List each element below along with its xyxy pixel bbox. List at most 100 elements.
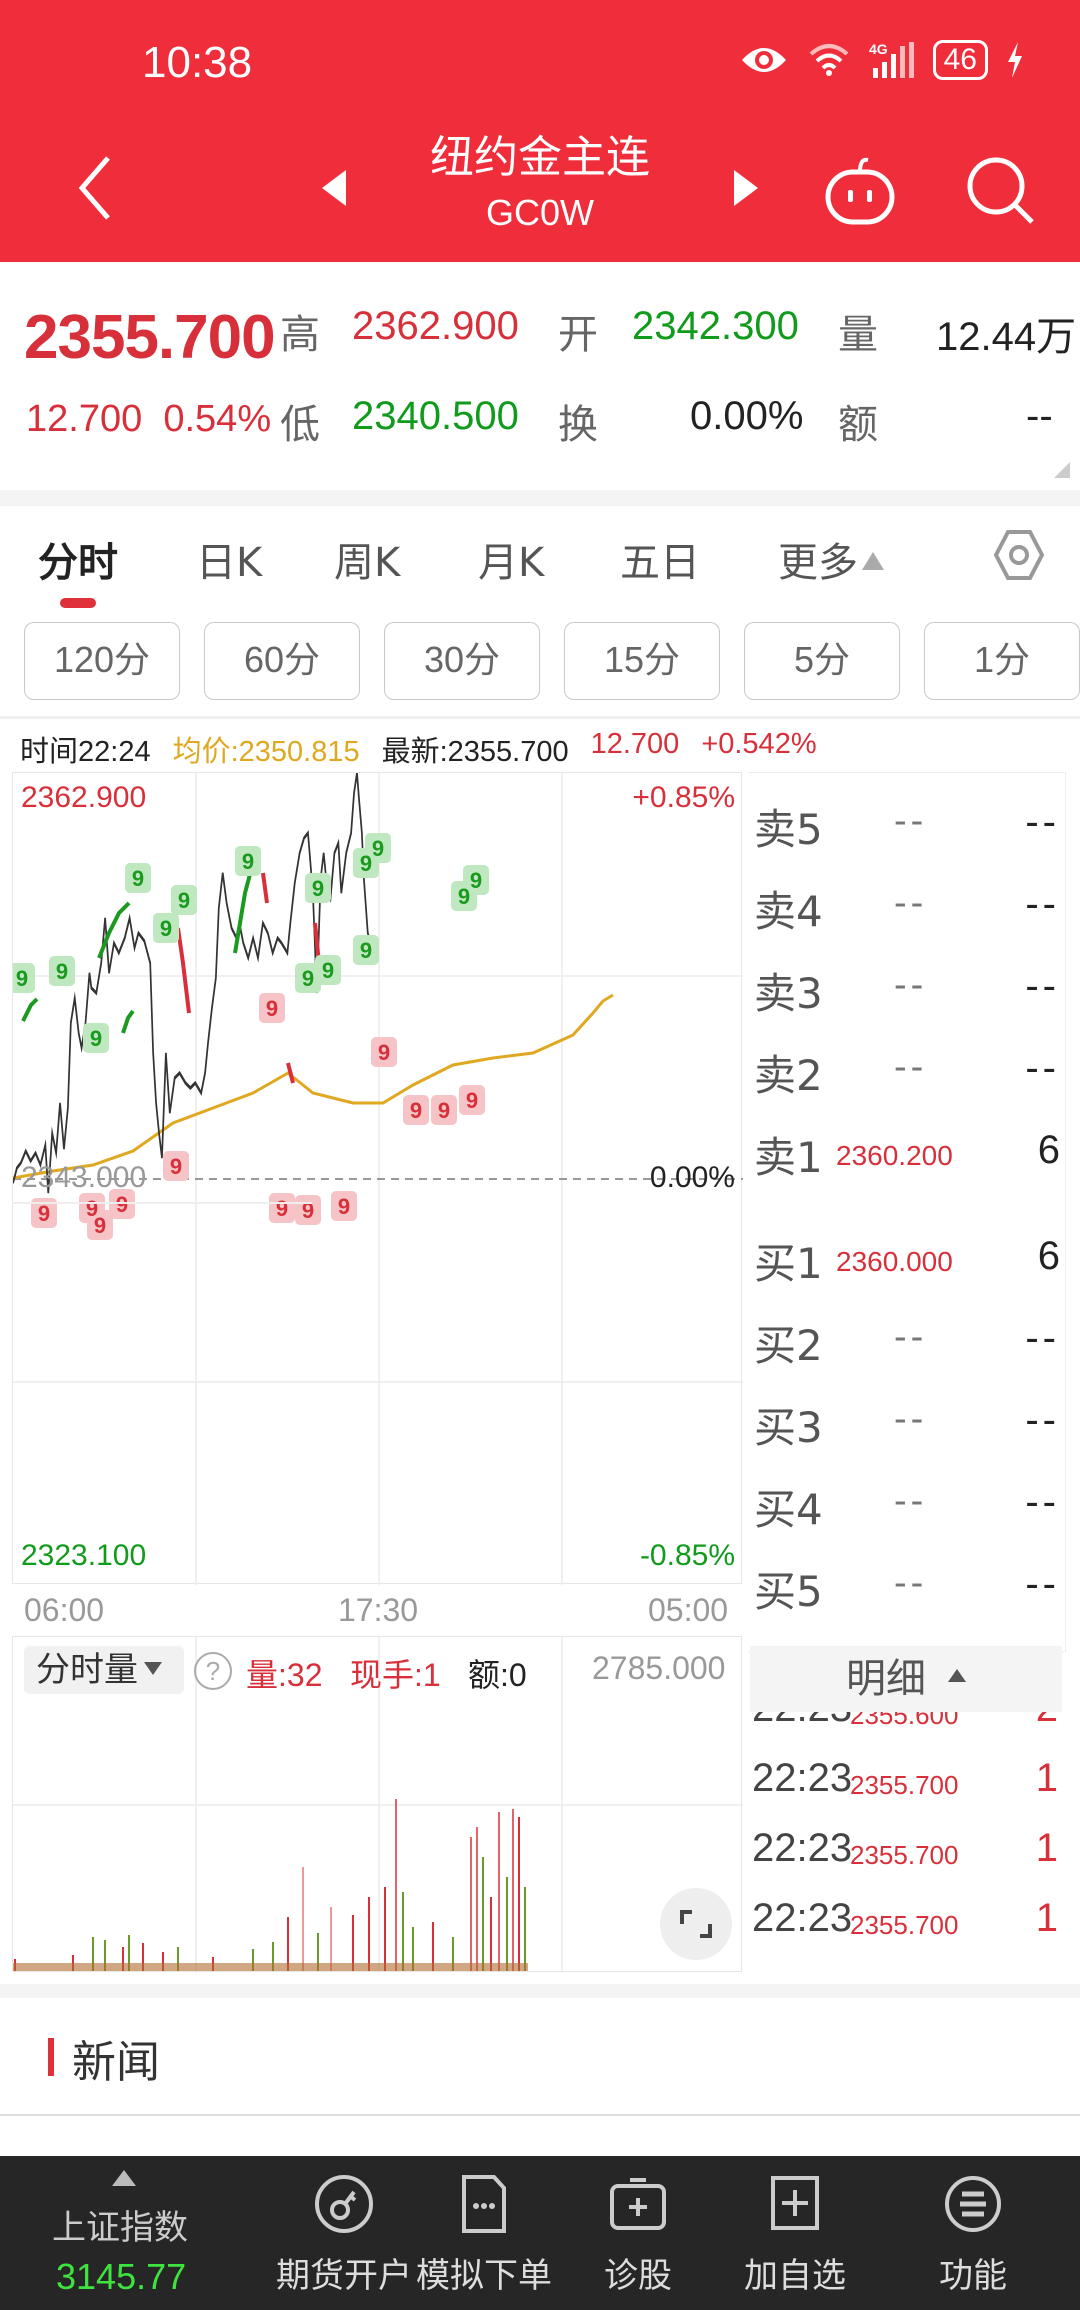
period-120m[interactable]: 120分 bbox=[24, 622, 180, 700]
app-header: 10:38 4G 46 纽约金主连 GC0W bbox=[0, 0, 1080, 262]
nav-functions[interactable]: 功能 bbox=[918, 2174, 1028, 2297]
period-30m[interactable]: 30分 bbox=[384, 622, 540, 700]
bid-label: 买5 bbox=[754, 1567, 823, 1616]
menu-icon bbox=[945, 2176, 1001, 2232]
svg-text:9: 9 bbox=[94, 1213, 106, 1238]
nav-label: 诊股 bbox=[604, 2256, 672, 2296]
tab-more[interactable]: 更多 bbox=[778, 530, 884, 588]
volume-value: 12.44万 bbox=[936, 315, 1077, 359]
tick-vol: 2 bbox=[1036, 1712, 1058, 1731]
volume-type-label: 分时量 bbox=[36, 1650, 138, 1690]
search-icon[interactable] bbox=[962, 152, 1038, 228]
nav-label: 模拟下单 bbox=[416, 2256, 552, 2296]
price-change: 12.700 0.54% bbox=[26, 398, 271, 441]
bid-price: -- bbox=[894, 1316, 928, 1358]
nav-futures-account[interactable]: 期货开户 bbox=[254, 2174, 434, 2297]
tick-time: 22:23 bbox=[752, 1896, 853, 1940]
add-square-icon bbox=[771, 2176, 819, 2230]
tab-timeshare[interactable]: 分时 bbox=[38, 540, 118, 586]
ask-price: 2360.200 bbox=[836, 1140, 953, 1171]
low-label: 低 bbox=[280, 402, 320, 448]
nav-label: 期货开户 bbox=[276, 2256, 412, 2296]
fullscreen-icon[interactable] bbox=[660, 1888, 732, 1960]
expand-up-icon bbox=[112, 2170, 136, 2186]
svg-text:9: 9 bbox=[470, 868, 482, 893]
change-value: 12.700 bbox=[26, 398, 143, 440]
tab-monthly-k[interactable]: 月K bbox=[478, 540, 545, 586]
price-line bbox=[13, 773, 372, 1194]
high-label: 高 bbox=[280, 312, 320, 358]
ask-label: 卖2 bbox=[754, 1051, 823, 1100]
next-contract-button[interactable] bbox=[734, 170, 758, 206]
nav-simulated-order[interactable]: 模拟下单 bbox=[394, 2174, 574, 2297]
chart-tabs: 分时 日K 周K 月K 五日 更多 bbox=[0, 506, 1080, 616]
amount-value: -- bbox=[1026, 394, 1053, 438]
divider bbox=[0, 1984, 1080, 1998]
open-value: 2342.300 bbox=[632, 304, 799, 348]
signal-icon: 4G bbox=[869, 41, 914, 78]
contract-code: GC0W bbox=[486, 192, 594, 233]
tab-daily-k[interactable]: 日K bbox=[196, 540, 263, 586]
bid-row-1: 买1 2360.000 6 bbox=[754, 1226, 1064, 1288]
crosshair-info-bar: 时间22:24 均价:2350.815 最新:2355.700 12.700 +… bbox=[20, 728, 817, 768]
battery-indicator: 46 bbox=[932, 40, 988, 80]
expand-corner-icon[interactable] bbox=[1054, 462, 1070, 478]
news-section[interactable]: 新闻 bbox=[0, 1998, 1080, 2116]
bid-label: 买2 bbox=[754, 1321, 823, 1370]
volume-label: 量 bbox=[838, 312, 878, 358]
tick-vol: 1 bbox=[1035, 1896, 1058, 1940]
bid-row-5: 买5 -- -- bbox=[754, 1554, 1064, 1616]
tick-time: 22:23 bbox=[752, 1712, 852, 1731]
avg-price-line bbox=[13, 993, 614, 1180]
tick-row: 22:23 2355.700 1 bbox=[752, 1896, 1060, 1966]
tick-detail-title: 明细 bbox=[846, 1656, 926, 1702]
nav-diagnose-stock[interactable]: 诊股 bbox=[578, 2174, 698, 2297]
last-price: 2355.700 bbox=[24, 303, 276, 372]
ask-label: 卖5 bbox=[754, 805, 823, 854]
tick-row: 22:23 2355.700 1 bbox=[752, 1756, 1060, 1826]
tab-weekly-k[interactable]: 周K bbox=[334, 540, 401, 586]
info-change-pct: +0.542% bbox=[701, 728, 817, 760]
divider bbox=[0, 716, 1080, 719]
pct-mid-label: 0.00% bbox=[649, 1161, 735, 1194]
ask-row-3: 卖3 -- -- bbox=[754, 956, 1064, 1018]
svg-text:9: 9 bbox=[322, 958, 334, 983]
status-icons: 4G 46 bbox=[739, 40, 1024, 80]
settings-hex-icon[interactable] bbox=[992, 528, 1046, 582]
period-60m[interactable]: 60分 bbox=[204, 622, 360, 700]
tick-price: 2355.700 bbox=[850, 1770, 959, 1800]
robot-assistant-icon[interactable] bbox=[822, 152, 898, 228]
back-button[interactable] bbox=[70, 148, 120, 228]
nav-label: 功能 bbox=[939, 2256, 1007, 2296]
svg-text:9: 9 bbox=[276, 1196, 288, 1221]
tab-five-day[interactable]: 五日 bbox=[620, 540, 700, 586]
prev-contract-button[interactable] bbox=[322, 170, 346, 206]
tick-time: 22:23 bbox=[752, 1826, 853, 1870]
period-15m[interactable]: 15分 bbox=[564, 622, 720, 700]
ask-vol: -- bbox=[1025, 964, 1060, 1008]
nav-add-watchlist[interactable]: 加自选 bbox=[730, 2174, 860, 2297]
index-value: 3145.77 bbox=[56, 2256, 187, 2297]
svg-text:9: 9 bbox=[266, 996, 278, 1021]
tick-price: 2355.700 bbox=[850, 1840, 959, 1870]
ask-price: -- bbox=[894, 1046, 928, 1088]
news-accent-bar bbox=[48, 2038, 54, 2076]
volume-current: 量:32 bbox=[246, 1657, 323, 1693]
y-min-label: 2323.100 bbox=[21, 1539, 147, 1572]
tick-detail-header[interactable]: 明细 bbox=[750, 1646, 1062, 1712]
volume-type-dropdown[interactable]: 分时量 bbox=[24, 1646, 184, 1694]
period-1m[interactable]: 1分 bbox=[924, 622, 1080, 700]
help-icon[interactable]: ? bbox=[194, 1652, 232, 1690]
period-5m[interactable]: 5分 bbox=[744, 622, 900, 700]
info-change: 12.700 bbox=[590, 728, 680, 760]
index-name: 上证指数 bbox=[52, 2208, 188, 2248]
svg-text:9: 9 bbox=[312, 876, 324, 901]
svg-text:9: 9 bbox=[360, 851, 372, 876]
svg-text:9: 9 bbox=[116, 1192, 128, 1217]
volume-chart[interactable] bbox=[12, 1636, 743, 1973]
x-tick-end: 05:00 bbox=[648, 1592, 729, 1628]
svg-text:9: 9 bbox=[372, 836, 384, 861]
key-icon bbox=[315, 2175, 373, 2233]
